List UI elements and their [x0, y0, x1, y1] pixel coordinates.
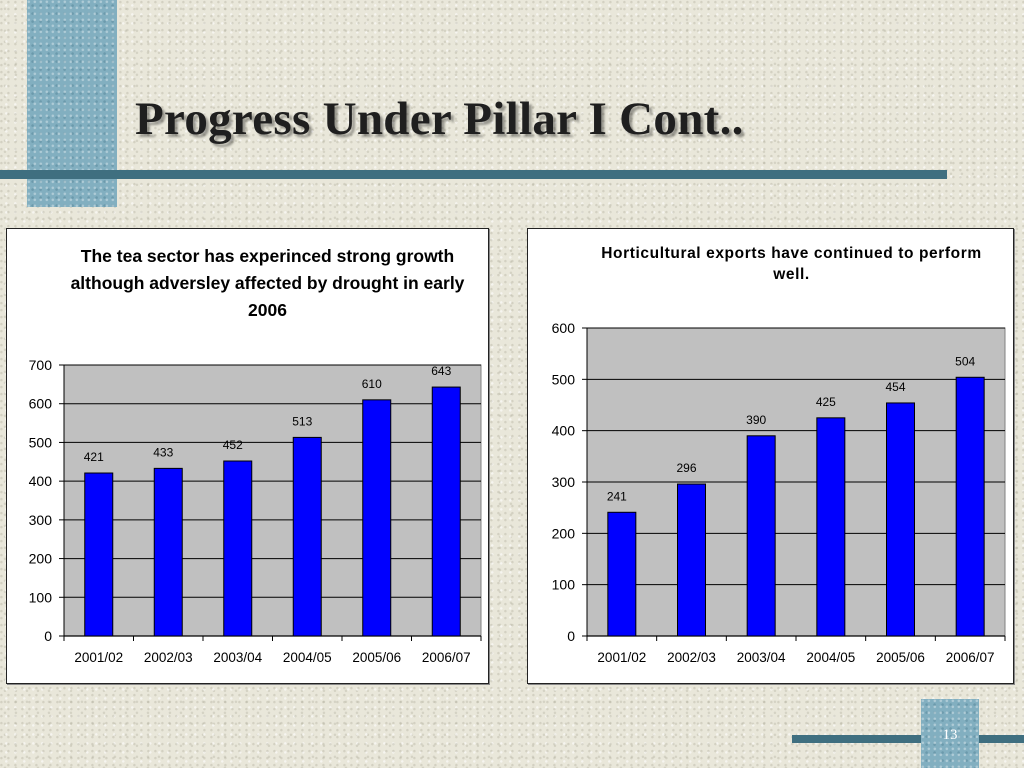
tea-chart-title: The tea sector has experinced strong gro…	[70, 246, 465, 320]
tea-plot-area	[63, 364, 482, 637]
tea-y-tick-label: 300	[29, 512, 53, 528]
horticulture-y-tick-label: 400	[552, 423, 576, 439]
horticulture-bar	[677, 483, 706, 637]
page-number: 13	[942, 727, 958, 743]
tea-y-tick-label: 100	[29, 589, 53, 605]
horticulture-y-tick-label: 200	[552, 525, 576, 541]
horticulture-category-label: 2006/07	[946, 650, 995, 665]
horticulture-bar	[886, 402, 915, 637]
tea-bar	[362, 399, 392, 637]
tea-category-label: 2001/02	[74, 650, 123, 665]
tea-bar	[223, 460, 253, 637]
horticulture-chart: 0 100 200 300 400 500 600 241 2001/02 296 2002/03 3…	[552, 320, 1006, 665]
tea-category-label: 2006/07	[422, 650, 471, 665]
horticulture-chart-panel: Horticultural exports have continued to …	[527, 228, 1014, 684]
horticulture-y-tick-label: 100	[552, 577, 576, 593]
horticulture-bar	[816, 417, 846, 637]
horticulture-category-label: 2002/03	[667, 650, 716, 665]
tea-bar	[431, 386, 461, 637]
tea-bar	[292, 436, 322, 637]
horticulture-y-tick-label: 500	[552, 371, 576, 387]
horticulture-data-label: 390	[746, 413, 766, 427]
horticulture-y-tick-label: 300	[552, 474, 576, 490]
slide-title: Progress Under Pillar I Cont..	[135, 93, 744, 145]
tea-category-label: 2003/04	[213, 650, 262, 665]
tea-y-tick-label: 600	[29, 396, 53, 412]
tea-chart-panel: The tea sector has experinced strong gro…	[6, 228, 489, 684]
tea-data-label: 643	[431, 364, 451, 378]
tea-data-label: 513	[292, 414, 312, 428]
horticulture-category-label: 2005/06	[876, 650, 925, 665]
tea-y-tick-label: 500	[29, 434, 53, 450]
horticulture-data-label: 241	[607, 489, 627, 503]
tea-category-label: 2005/06	[352, 650, 401, 665]
horticulture-data-label: 454	[885, 380, 905, 394]
tea-chart: 0 100 200 300 400 500 600 700 421 2001/02 433 2002/…	[29, 357, 482, 665]
horticulture-data-label: 504	[955, 354, 975, 368]
tea-bar	[84, 472, 114, 637]
horticulture-bar	[746, 435, 776, 637]
footer-rule	[792, 735, 1024, 743]
tea-data-label: 452	[223, 438, 243, 452]
horticulture-category-label: 2004/05	[806, 650, 855, 665]
page-number-box: 13	[921, 699, 979, 768]
horticulture-bar	[955, 376, 985, 637]
tea-y-tick-label: 700	[29, 357, 53, 373]
tea-bar	[153, 467, 183, 637]
horticulture-category-label: 2001/02	[597, 650, 646, 665]
tea-category-label: 2002/03	[144, 650, 193, 665]
tea-data-label: 610	[362, 377, 382, 391]
tea-data-label: 421	[84, 450, 104, 464]
horticulture-data-label: 425	[816, 395, 836, 409]
title-underline-rule	[0, 170, 947, 179]
tea-data-label: 433	[153, 445, 173, 459]
horticulture-data-label: 296	[676, 461, 696, 475]
tea-y-tick-label: 200	[29, 551, 53, 567]
horticulture-chart-title: Horticultural exports have continued to …	[601, 245, 982, 283]
tea-y-tick-label: 0	[44, 628, 52, 644]
horticulture-y-tick-label: 0	[567, 628, 575, 644]
horticulture-bar	[607, 511, 637, 637]
tea-category-label: 2004/05	[283, 650, 332, 665]
horticulture-y-tick-label: 600	[552, 320, 576, 336]
tea-y-tick-label: 400	[29, 473, 53, 489]
horticulture-category-label: 2003/04	[737, 650, 786, 665]
